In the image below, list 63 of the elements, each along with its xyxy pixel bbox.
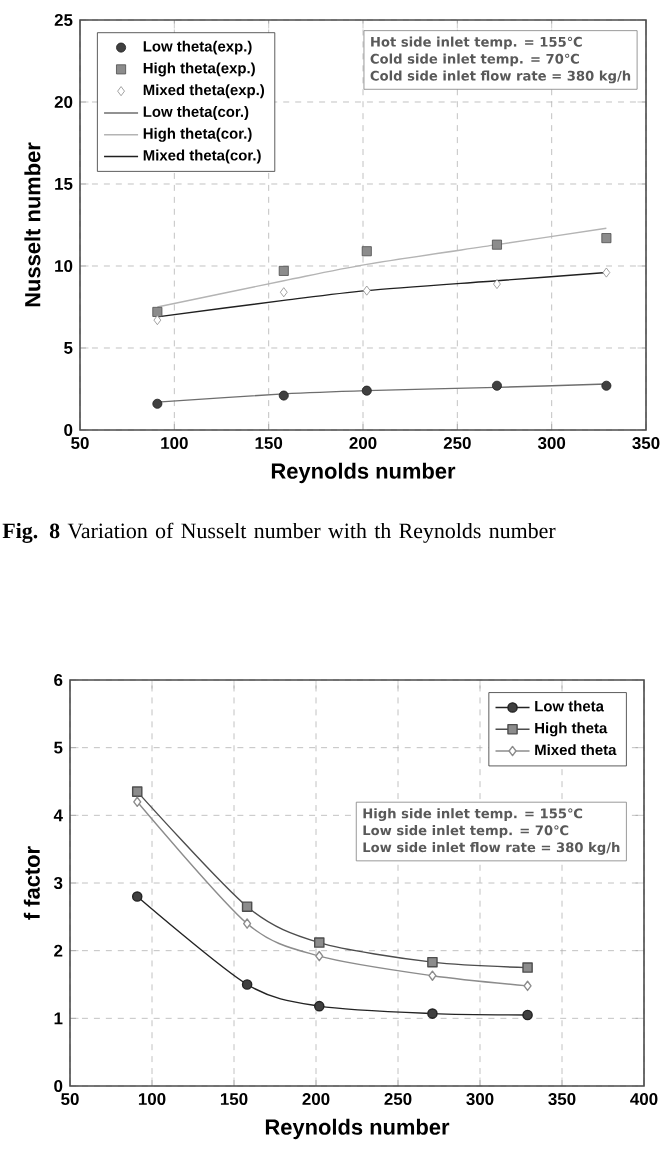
x-tick-label: 150 [255,437,283,450]
point [131,891,143,902]
point [428,970,437,981]
point [242,918,252,929]
y-tick-label: 5 [64,342,73,354]
point [361,385,372,396]
y-tick-label: 4 [53,809,63,822]
y-tick-label: 5 [54,741,63,754]
point [278,390,289,401]
x-tick-label: 50 [71,437,89,450]
point [361,246,372,257]
y-tick-label: 6 [54,674,63,686]
point [241,979,253,990]
x-tick-label: 350 [548,1093,576,1106]
x-tick-label: 250 [443,437,471,450]
point [493,279,501,290]
point [315,950,324,962]
x-tick-label: 300 [466,1093,494,1106]
y-tick-label: 1 [54,1012,63,1025]
y-tick-label: 2 [54,944,63,957]
point [523,980,532,992]
x-tick-label: 200 [349,437,377,450]
point [279,287,288,298]
point [152,398,163,409]
y-tick-label: 3 [53,877,63,889]
point [601,233,612,244]
x-tick-label: 350 [632,437,660,450]
x-tick-label: 250 [384,1093,412,1106]
point [491,239,502,250]
point [153,315,162,326]
point [152,306,163,317]
y-tick-label: 25 [54,14,73,26]
point [314,1000,325,1012]
x-tick-label: 400 [630,1093,658,1106]
y-tick-label: 20 [54,96,73,108]
x-axis-title: Reynolds number [265,1118,450,1140]
x-tick-label: 100 [138,1093,166,1106]
point [522,962,533,973]
point [133,796,142,808]
point [601,380,612,391]
text: Fig. 8 Variation of Nusselt number with th Reynolds number [2,522,556,543]
point [314,937,325,948]
point [278,265,289,276]
y-tick-label: 10 [55,260,73,272]
x-tick-label: 100 [161,437,188,450]
y-tick-label: 0 [64,424,73,436]
y-tick-label: 0 [54,1080,63,1092]
point [427,956,438,968]
point [602,267,611,278]
y-axis-title: f factor [23,846,40,920]
point [522,1009,533,1021]
x-tick-label: 150 [220,1093,248,1106]
point [241,901,253,912]
y-tick-label: 15 [55,178,73,190]
y-axis-title: Nusselt number [24,142,41,307]
x-tick-label: 300 [537,437,566,450]
point [491,380,502,391]
x-tick-label: 200 [302,1093,330,1106]
x-tick-label: 50 [61,1093,79,1106]
point [427,1008,438,1019]
point [362,285,371,296]
x-axis-title: Reynolds number [271,462,456,484]
point [131,786,143,797]
